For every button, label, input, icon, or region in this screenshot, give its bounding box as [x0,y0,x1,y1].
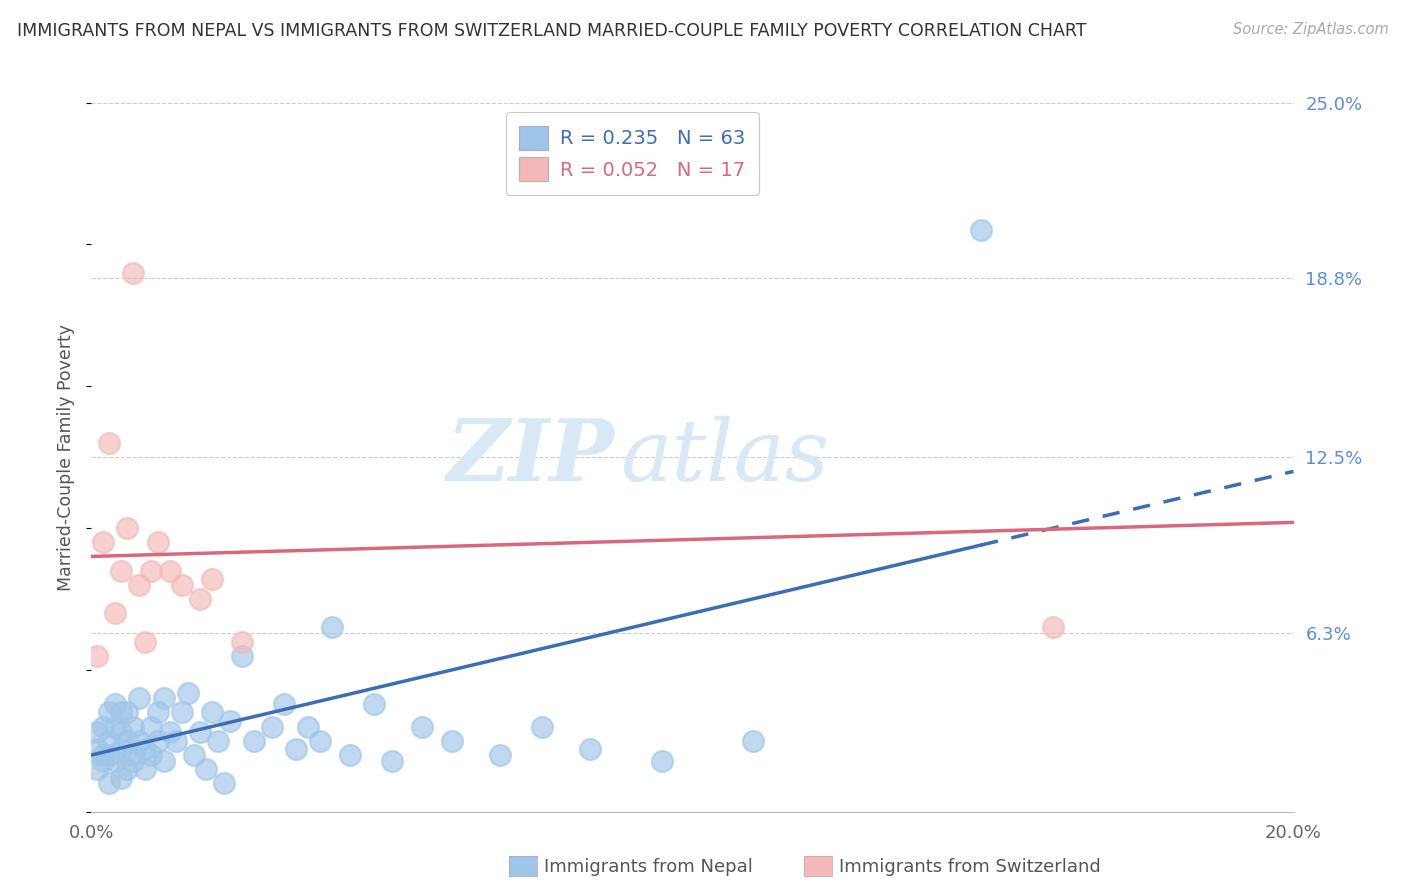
Point [176,685,198,699]
Point [321,620,343,634]
Point [970,223,993,237]
Point [110,725,132,739]
Point [110,771,132,785]
Point [165,733,187,747]
Text: Immigrants from Switzerland: Immigrants from Switzerland [839,858,1101,876]
Text: IMMIGRANTS FROM NEPAL VS IMMIGRANTS FROM SWITZERLAND MARRIED-COUPLE FAMILY POVER: IMMIGRANTS FROM NEPAL VS IMMIGRANTS FROM… [17,22,1087,40]
Point [152,754,174,768]
Point [98,747,121,762]
Point [212,776,235,790]
Point [170,706,193,720]
Point [308,733,330,747]
Point [146,706,169,720]
Point [86,762,108,776]
Point [93,754,115,768]
Point [381,754,404,768]
Point [741,733,763,747]
Point [201,706,224,720]
Point [117,733,139,747]
Point [141,564,163,578]
Point [363,697,385,711]
Point [297,720,319,734]
Point [93,535,115,549]
Point [159,564,181,578]
Point [98,733,121,747]
Text: Immigrants from Nepal: Immigrants from Nepal [544,858,754,876]
Text: ZIP: ZIP [447,416,614,499]
Point [134,762,156,776]
Point [122,266,145,280]
Y-axis label: Married-Couple Family Poverty: Married-Couple Family Poverty [58,324,76,591]
Point [98,776,121,790]
Point [531,720,554,734]
Point [122,747,145,762]
Point [146,535,169,549]
Point [141,720,163,734]
Point [183,747,205,762]
Point [128,691,150,706]
Point [134,742,156,756]
Point [117,762,139,776]
Point [152,691,174,706]
Point [231,634,253,648]
Point [242,733,264,747]
Point [141,747,163,762]
Point [651,754,673,768]
Point [110,742,132,756]
Point [489,747,512,762]
Point [201,572,224,586]
Point [117,706,139,720]
Point [188,725,211,739]
Point [104,754,127,768]
Point [218,714,240,728]
Point [86,648,108,663]
Point [86,742,108,756]
Point [159,725,181,739]
Point [104,697,127,711]
Point [98,706,121,720]
Point [134,634,156,648]
Point [122,720,145,734]
Point [146,733,169,747]
Point [1042,620,1064,634]
Legend: R = 0.235   N = 63, R = 0.052   N = 17: R = 0.235 N = 63, R = 0.052 N = 17 [506,112,759,194]
Point [93,747,115,762]
Point [194,762,217,776]
Point [110,564,132,578]
Point [110,706,132,720]
Text: Source: ZipAtlas.com: Source: ZipAtlas.com [1233,22,1389,37]
Point [93,720,115,734]
Point [117,521,139,535]
Point [128,578,150,592]
Point [284,742,307,756]
Point [207,733,229,747]
Point [411,720,433,734]
Point [440,733,463,747]
Point [128,733,150,747]
Point [86,725,108,739]
Point [104,720,127,734]
Point [231,648,253,663]
Point [273,697,295,711]
Point [579,742,602,756]
Point [339,747,361,762]
Point [104,606,127,620]
Point [170,578,193,592]
Text: atlas: atlas [620,416,830,499]
Point [188,592,211,607]
Point [98,436,121,450]
Point [260,720,283,734]
Point [122,754,145,768]
